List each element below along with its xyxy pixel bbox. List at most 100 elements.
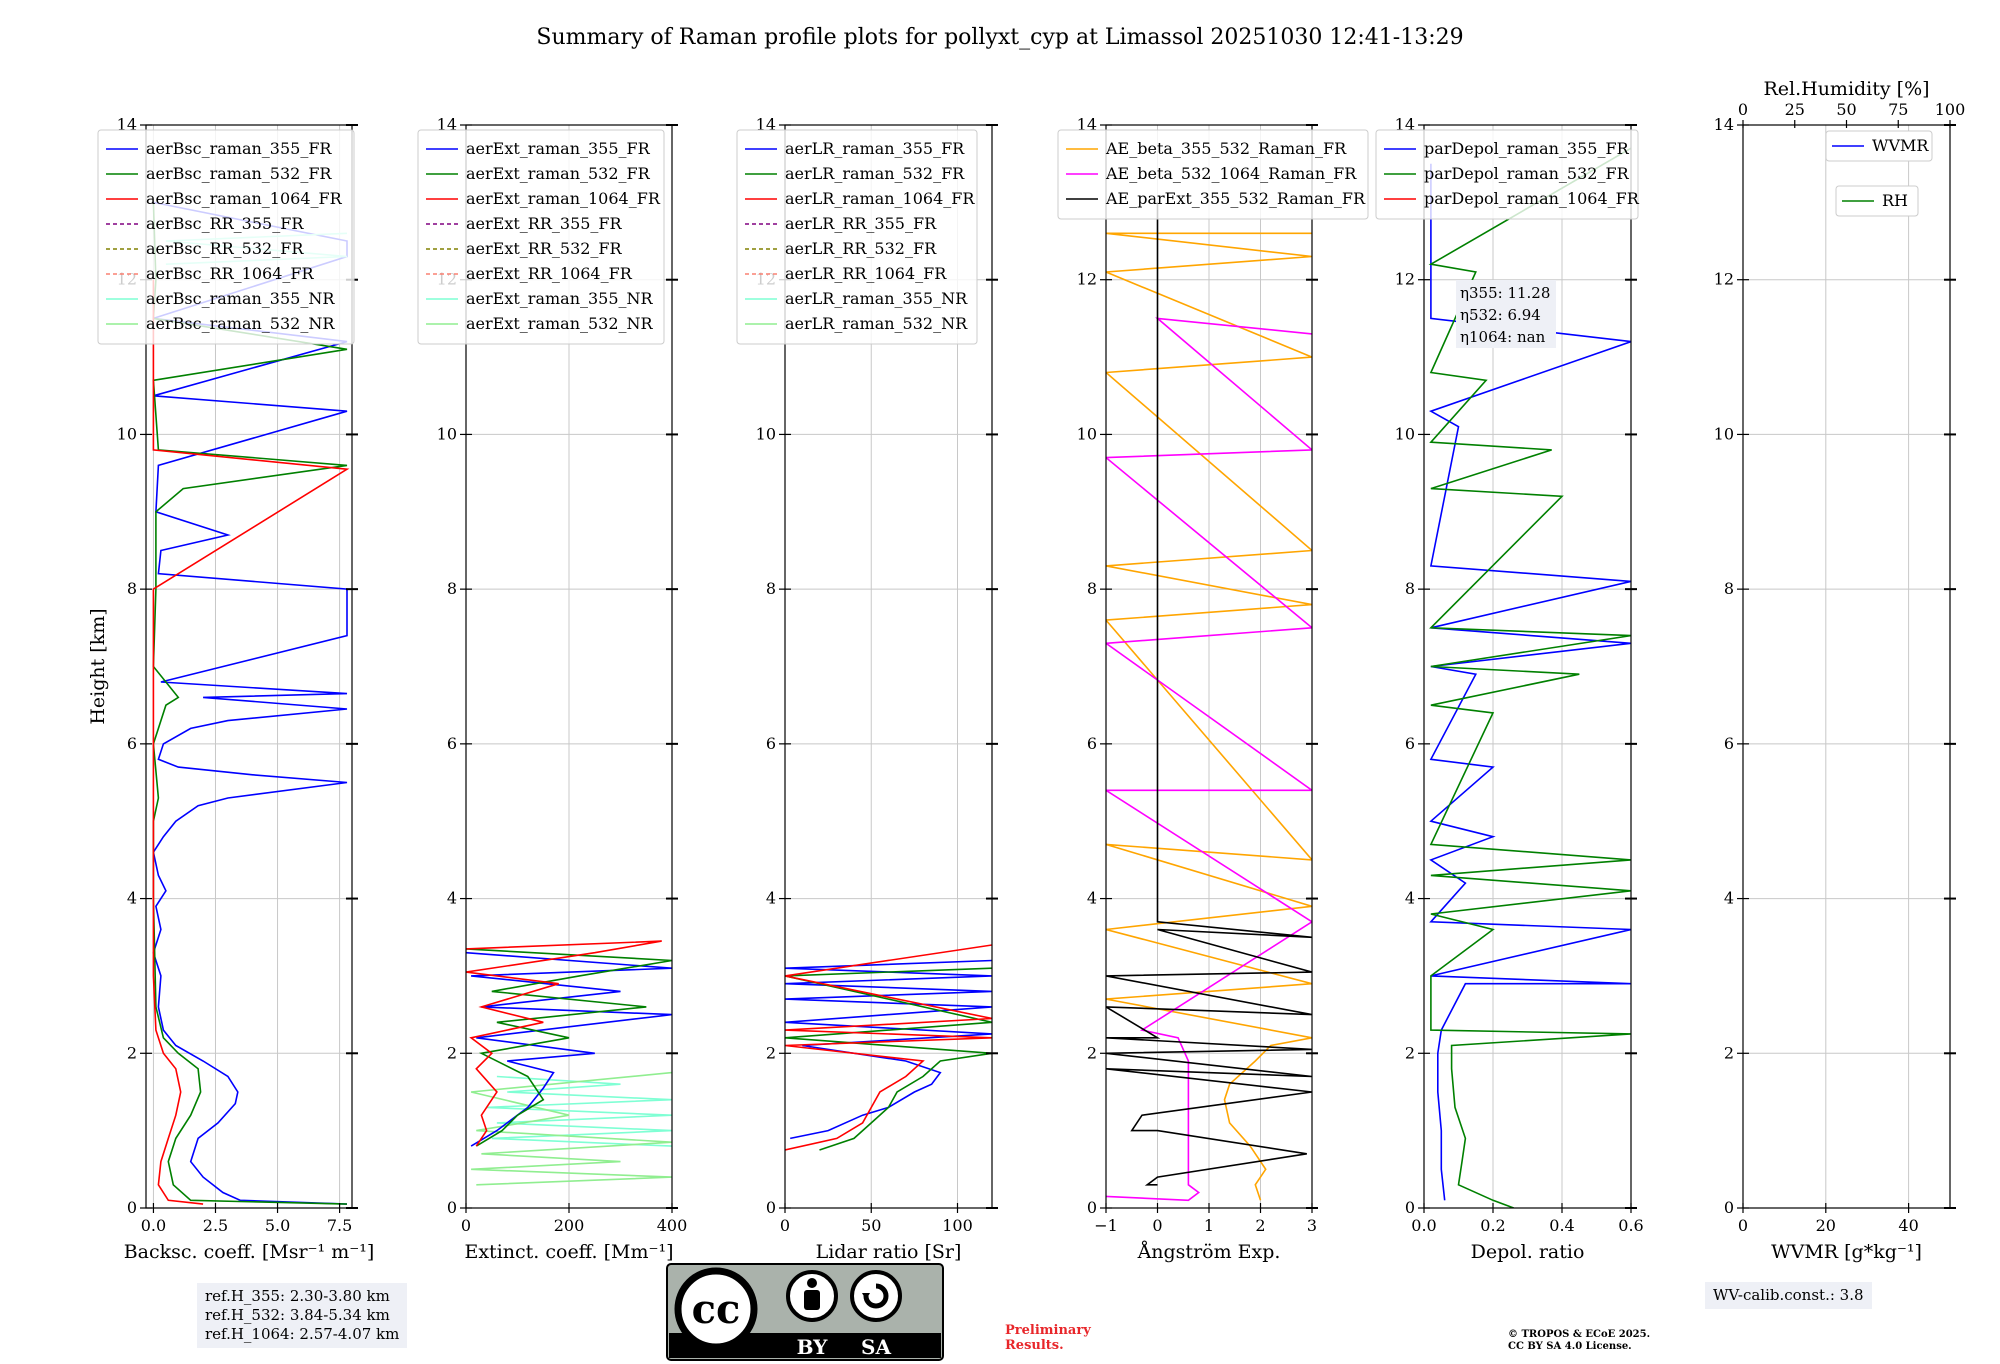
- ytick-label: 4: [1724, 889, 1734, 908]
- ytick-label: 10: [117, 424, 137, 443]
- top-xtick-label: 25: [1785, 100, 1805, 119]
- legend: AE_beta_355_532_Raman_FR AE_beta_532_1064…: [1057, 129, 1369, 220]
- legend-label: aerLR_RR_355_FR: [785, 214, 937, 233]
- xtick-label: 0: [1152, 1216, 1162, 1235]
- legend-label: parDepol_raman_355_FR: [1424, 139, 1630, 158]
- xtick-label: 0: [780, 1216, 790, 1235]
- ytick-label: 10: [1714, 424, 1734, 443]
- ytick-label: 6: [766, 734, 776, 753]
- cc-license-logo: cc BY SA: [666, 1263, 944, 1361]
- xtick-label: −1: [1094, 1216, 1118, 1235]
- legend-label: aerLR_RR_1064_FR: [785, 264, 947, 283]
- series-line-aerExt_raman_532_NR: [470, 1071, 672, 1186]
- top-xtick-label: 0: [1738, 100, 1748, 119]
- cc-text: cc: [692, 1286, 741, 1333]
- ytick-label: 2: [127, 1043, 137, 1062]
- copyright-line-2: CC BY SA 4.0 License.: [1508, 1341, 1632, 1352]
- xtick-label: 20: [1816, 1216, 1836, 1235]
- legend-label: aerBsc_raman_1064_FR: [146, 189, 343, 208]
- ytick-label: 8: [447, 579, 457, 598]
- ytick-label: 10: [756, 424, 776, 443]
- legend-label: aerLR_raman_355_FR: [785, 139, 965, 158]
- series-line-aerExt_raman_532_FR: [466, 948, 672, 1147]
- legend-label: RH: [1882, 191, 1908, 210]
- ytick-label: 0: [1087, 1198, 1097, 1217]
- legend-box: [1835, 185, 1919, 217]
- legend-box: [1375, 129, 1639, 220]
- xtick-label: 50: [861, 1216, 881, 1235]
- xtick-label: 1: [1204, 1216, 1214, 1235]
- ytick-label: 2: [1405, 1043, 1415, 1062]
- legend-label: WVMR: [1872, 136, 1929, 155]
- legend-label: aerLR_raman_532_FR: [785, 164, 965, 183]
- xtick-label: 7.5: [327, 1216, 352, 1235]
- xtick-label: 0: [1738, 1216, 1748, 1235]
- ytick-label: 6: [127, 734, 137, 753]
- legend-label: aerExt_RR_532_FR: [466, 239, 623, 258]
- series-group: [1428, 147, 1631, 1208]
- ytick-label: 0: [766, 1198, 776, 1217]
- ytick-label: 12: [1395, 270, 1415, 289]
- series-line-aerBsc_raman_532_FR: [152, 202, 348, 1205]
- series-line-aerExt_raman_355_NR: [486, 1075, 672, 1147]
- xtick-label: 0.0: [1411, 1216, 1436, 1235]
- legend-label: aerBsc_raman_355_FR: [146, 139, 332, 158]
- xtick-label: 2.5: [203, 1216, 228, 1235]
- series-line-aerBsc_raman_1064_FR: [152, 279, 350, 1205]
- sa-label: SA: [861, 1335, 891, 1359]
- ref-height-532: ref.H_532: 3.84-5.34 km: [205, 1306, 390, 1324]
- ref-height-1064: ref.H_1064: 2.57-4.07 km: [205, 1325, 400, 1343]
- series-line-parDepol_raman_532_FR: [1428, 147, 1631, 1208]
- ytick-label: 4: [1405, 889, 1415, 908]
- x-axis-label: Lidar ratio [Sr]: [816, 1241, 962, 1263]
- ytick-label: 6: [447, 734, 457, 753]
- plot-frame: [784, 124, 993, 1209]
- ytick-label: 0: [1724, 1198, 1734, 1217]
- ytick-label: 12: [1077, 270, 1097, 289]
- xtick-label: 200: [554, 1216, 585, 1235]
- top-axis-label: Rel.Humidity [%]: [1763, 78, 1929, 100]
- chart-panel-2: 024681012140200400Extinct. coeff. [Mm⁻¹]…: [417, 115, 687, 1263]
- legend-label: aerExt_raman_532_NR: [466, 314, 654, 333]
- ytick-label: 14: [1077, 115, 1097, 134]
- ytick-label: 10: [1077, 424, 1097, 443]
- series-group: [1106, 202, 1312, 1202]
- legend-rh: RH: [1835, 185, 1919, 217]
- plot-frame: [1742, 124, 1951, 1209]
- legend-label: aerBsc_raman_532_FR: [146, 164, 332, 183]
- y-axis-label: Height [km]: [87, 608, 109, 724]
- series-line-aerBsc_raman_355_FR: [152, 201, 348, 1205]
- series-group: [785, 944, 992, 1151]
- xtick-label: 5.0: [265, 1216, 290, 1235]
- cc-circle-icon: [674, 1267, 758, 1351]
- legend-box: [97, 129, 355, 345]
- ytick-label: 0: [447, 1198, 457, 1217]
- ytick-label: 6: [1405, 734, 1415, 753]
- series-line-aerLR_raman_532_FR: [785, 967, 992, 1151]
- ytick-label: 4: [447, 889, 457, 908]
- legend: aerBsc_raman_355_FR aerBsc_raman_532_FRae…: [97, 129, 355, 345]
- x-axis-label: Extinct. coeff. [Mm⁻¹]: [464, 1241, 673, 1263]
- ref-height-355: ref.H_355: 2.30-3.80 km: [205, 1287, 390, 1305]
- series-line-aerLR_raman_1064_FR: [785, 944, 992, 1151]
- ytick-label: 0: [127, 1198, 137, 1217]
- series-line-AE_parExt_355_532_Raman_FR: [1106, 202, 1312, 1186]
- figure-title: Summary of Raman profile plots for polly…: [536, 25, 1463, 50]
- legend-label: aerExt_raman_355_NR: [466, 289, 654, 308]
- ytick-label: 14: [437, 115, 457, 134]
- annotation-box: [1456, 280, 1556, 348]
- legend-label: aerBsc_raman_532_NR: [146, 314, 335, 333]
- legend-label: aerBsc_raman_355_NR: [146, 289, 335, 308]
- preliminary-line-1: Preliminary: [1005, 1323, 1091, 1338]
- ytick-label: 12: [1714, 270, 1734, 289]
- x-axis-label: Ångström Exp.: [1137, 1241, 1281, 1263]
- preliminary-results-label: Preliminary Results.: [1005, 1323, 1091, 1353]
- plot-frame: [1423, 124, 1632, 1209]
- legend-label: parDepol_raman_532_FR: [1424, 164, 1630, 183]
- xtick-label: 0.6: [1618, 1216, 1643, 1235]
- annotation-text: η532: 6.94: [1460, 306, 1541, 324]
- ytick-label: 0: [1405, 1198, 1415, 1217]
- ytick-label: 8: [766, 579, 776, 598]
- xtick-label: 2: [1255, 1216, 1265, 1235]
